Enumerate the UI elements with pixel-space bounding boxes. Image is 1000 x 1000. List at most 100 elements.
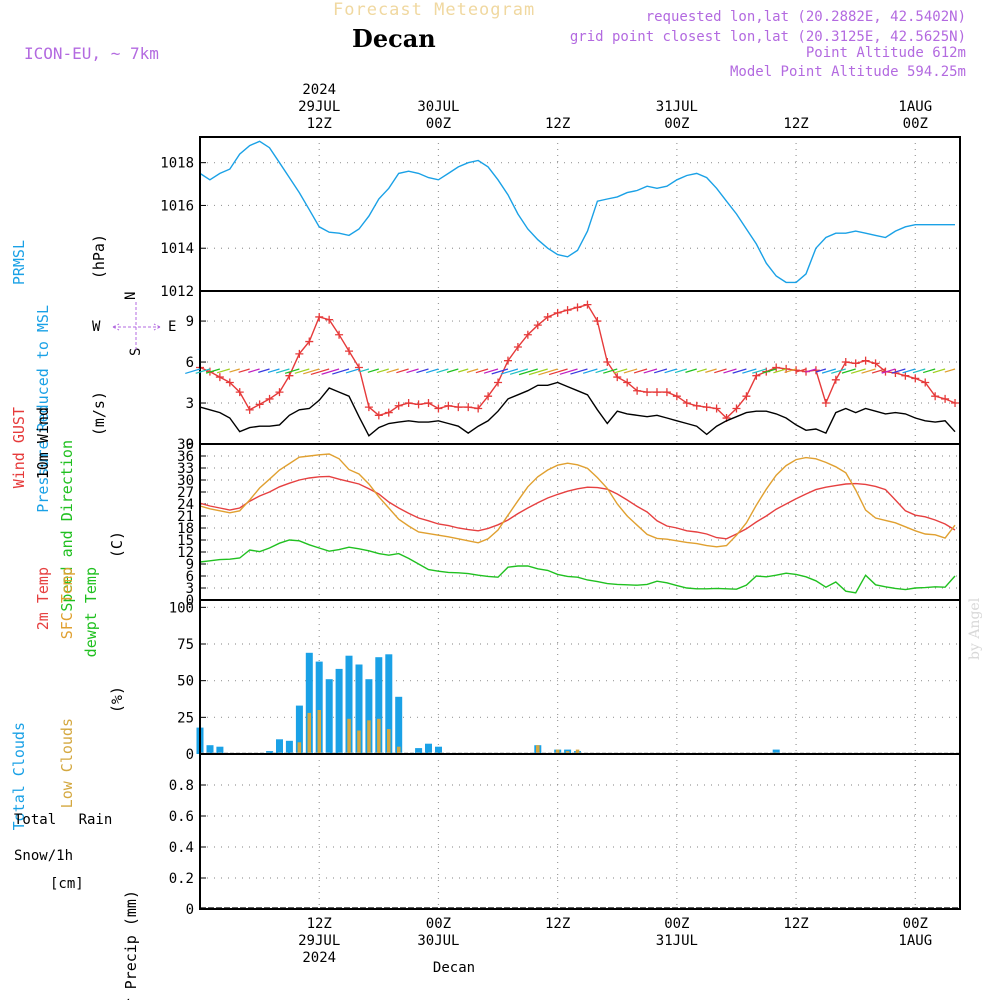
- bar-total-clouds: [425, 743, 432, 754]
- wind-direction-arrow: [742, 368, 757, 374]
- y-tick-label: 0.6: [169, 809, 194, 825]
- location-name: Decan: [352, 24, 436, 53]
- wind-direction-arrow: [229, 368, 240, 373]
- wind-direction-arrow: [538, 368, 558, 376]
- wind-direction-arrow: [784, 368, 797, 374]
- gust-marker: [374, 411, 383, 420]
- gust-marker: [285, 371, 294, 380]
- wind-unit: (m/s): [90, 391, 108, 436]
- y-tick-label: 50: [177, 674, 194, 690]
- wind-direction-arrow: [303, 368, 320, 375]
- wind-direction-arrow: [861, 368, 876, 374]
- wind-direction-arrow: [267, 368, 280, 374]
- gust-marker: [464, 403, 473, 412]
- bottom-time-label: 29JUL: [298, 933, 340, 949]
- bottom-time-label: 2024: [302, 950, 336, 966]
- pressure-label: Pressure Reduced to MSL: [34, 305, 52, 513]
- gust-marker: [831, 375, 840, 384]
- panel-frame: [199, 290, 961, 445]
- gust-marker: [275, 388, 284, 397]
- series-line-dewpt-temp: [199, 539, 956, 594]
- gust-marker: [414, 400, 423, 409]
- y-tick-label: 0: [186, 747, 194, 763]
- wind-direction-arrow: [795, 368, 807, 373]
- wind-direction-arrow: [732, 368, 747, 374]
- gust-marker: [335, 330, 344, 339]
- bar-total-clouds: [325, 679, 333, 754]
- y-tick-label: 24: [177, 497, 194, 513]
- precip-panel: 0 0.2 0.4 0.6 0.8: [169, 753, 961, 918]
- y-tick-label: 9: [186, 314, 194, 330]
- gust-marker: [503, 356, 512, 365]
- low-clouds-label: Low Clouds: [58, 718, 76, 808]
- wind-direction-arrow: [603, 368, 618, 374]
- gust-marker: [474, 404, 483, 413]
- grid-point-coordinates: grid point closest lon,lat (20.3125E, 42…: [569, 29, 966, 45]
- y-tick-label: 0.8: [169, 778, 194, 794]
- wind-direction-arrow: [871, 368, 886, 374]
- y-tick-label: 100: [169, 600, 194, 616]
- bar-low-clouds: [297, 742, 302, 754]
- gust-marker: [841, 358, 850, 367]
- y-tick-label: 0.2: [169, 871, 194, 887]
- gust-marker: [861, 356, 870, 365]
- gust-marker: [255, 400, 264, 409]
- wind-direction-arrow: [466, 368, 479, 373]
- gust-marker: [444, 401, 453, 410]
- bottom-time-label: 12Z: [783, 916, 808, 932]
- wind-direction-arrow: [386, 368, 399, 374]
- gust-marker: [543, 312, 552, 321]
- gust-marker: [434, 404, 443, 413]
- y-tick-label: 1016: [160, 198, 194, 214]
- y-tick-label: 30: [177, 473, 194, 489]
- gust-marker: [712, 404, 721, 413]
- y-tick-label: 12: [177, 545, 194, 561]
- wind-direction-arrow: [345, 368, 360, 374]
- point-altitude: Point Altitude 612m: [805, 45, 966, 61]
- gust-marker: [384, 408, 393, 417]
- y-tick-label: 6: [186, 355, 194, 371]
- series-line-prmsl: [199, 140, 955, 284]
- gust-marker: [672, 392, 681, 401]
- clouds-panel: 0 25 50 75 100: [169, 599, 961, 763]
- gust-marker: [265, 394, 274, 403]
- y-tick-label: 0: [186, 437, 194, 453]
- bottom-time-label: 31JUL: [656, 933, 698, 949]
- wind-compass: N W E S: [92, 292, 176, 356]
- bottom-time-label: 00Z: [664, 916, 689, 932]
- wind-direction-arrow: [205, 368, 221, 374]
- bottom-time-label: 12Z: [307, 916, 332, 932]
- bar-low-clouds: [307, 712, 311, 754]
- gust-marker: [583, 300, 592, 309]
- bar-total-clouds: [395, 696, 403, 754]
- gust-marker: [643, 388, 652, 397]
- y-tick-label: 21: [177, 509, 194, 525]
- precip-unit: 1hr Precip (mm): [122, 890, 140, 1000]
- wind-direction-arrow: [509, 368, 529, 375]
- wind-direction-arrow: [664, 368, 678, 374]
- y-tick-label: 25: [177, 710, 194, 726]
- gust-marker: [394, 401, 403, 410]
- snow-label: Snow/1h: [14, 848, 73, 864]
- gust-marker: [623, 378, 632, 387]
- y-tick-label: 0: [186, 593, 194, 609]
- gust-marker: [732, 404, 741, 413]
- series-line-wind-gust: [199, 303, 956, 419]
- prmsl-label: PRMSL: [10, 240, 28, 285]
- gust-marker: [494, 378, 503, 387]
- wind-direction-arrow: [891, 368, 906, 374]
- y-tick-label: 1012: [160, 284, 194, 300]
- gust-marker: [225, 378, 234, 387]
- wind-direction-arrow: [491, 368, 509, 375]
- bar-low-clouds: [317, 710, 321, 754]
- y-tick-label: 75: [177, 637, 194, 653]
- y-tick-label: 18: [177, 521, 194, 537]
- bar-total-clouds: [315, 661, 323, 754]
- wind-direction-arrow: [396, 368, 409, 374]
- wind-direction-arrow: [613, 368, 628, 374]
- y-tick-label: 6: [186, 569, 194, 585]
- gust-marker: [613, 373, 622, 382]
- gust-marker: [513, 343, 522, 352]
- gust-marker: [682, 399, 691, 408]
